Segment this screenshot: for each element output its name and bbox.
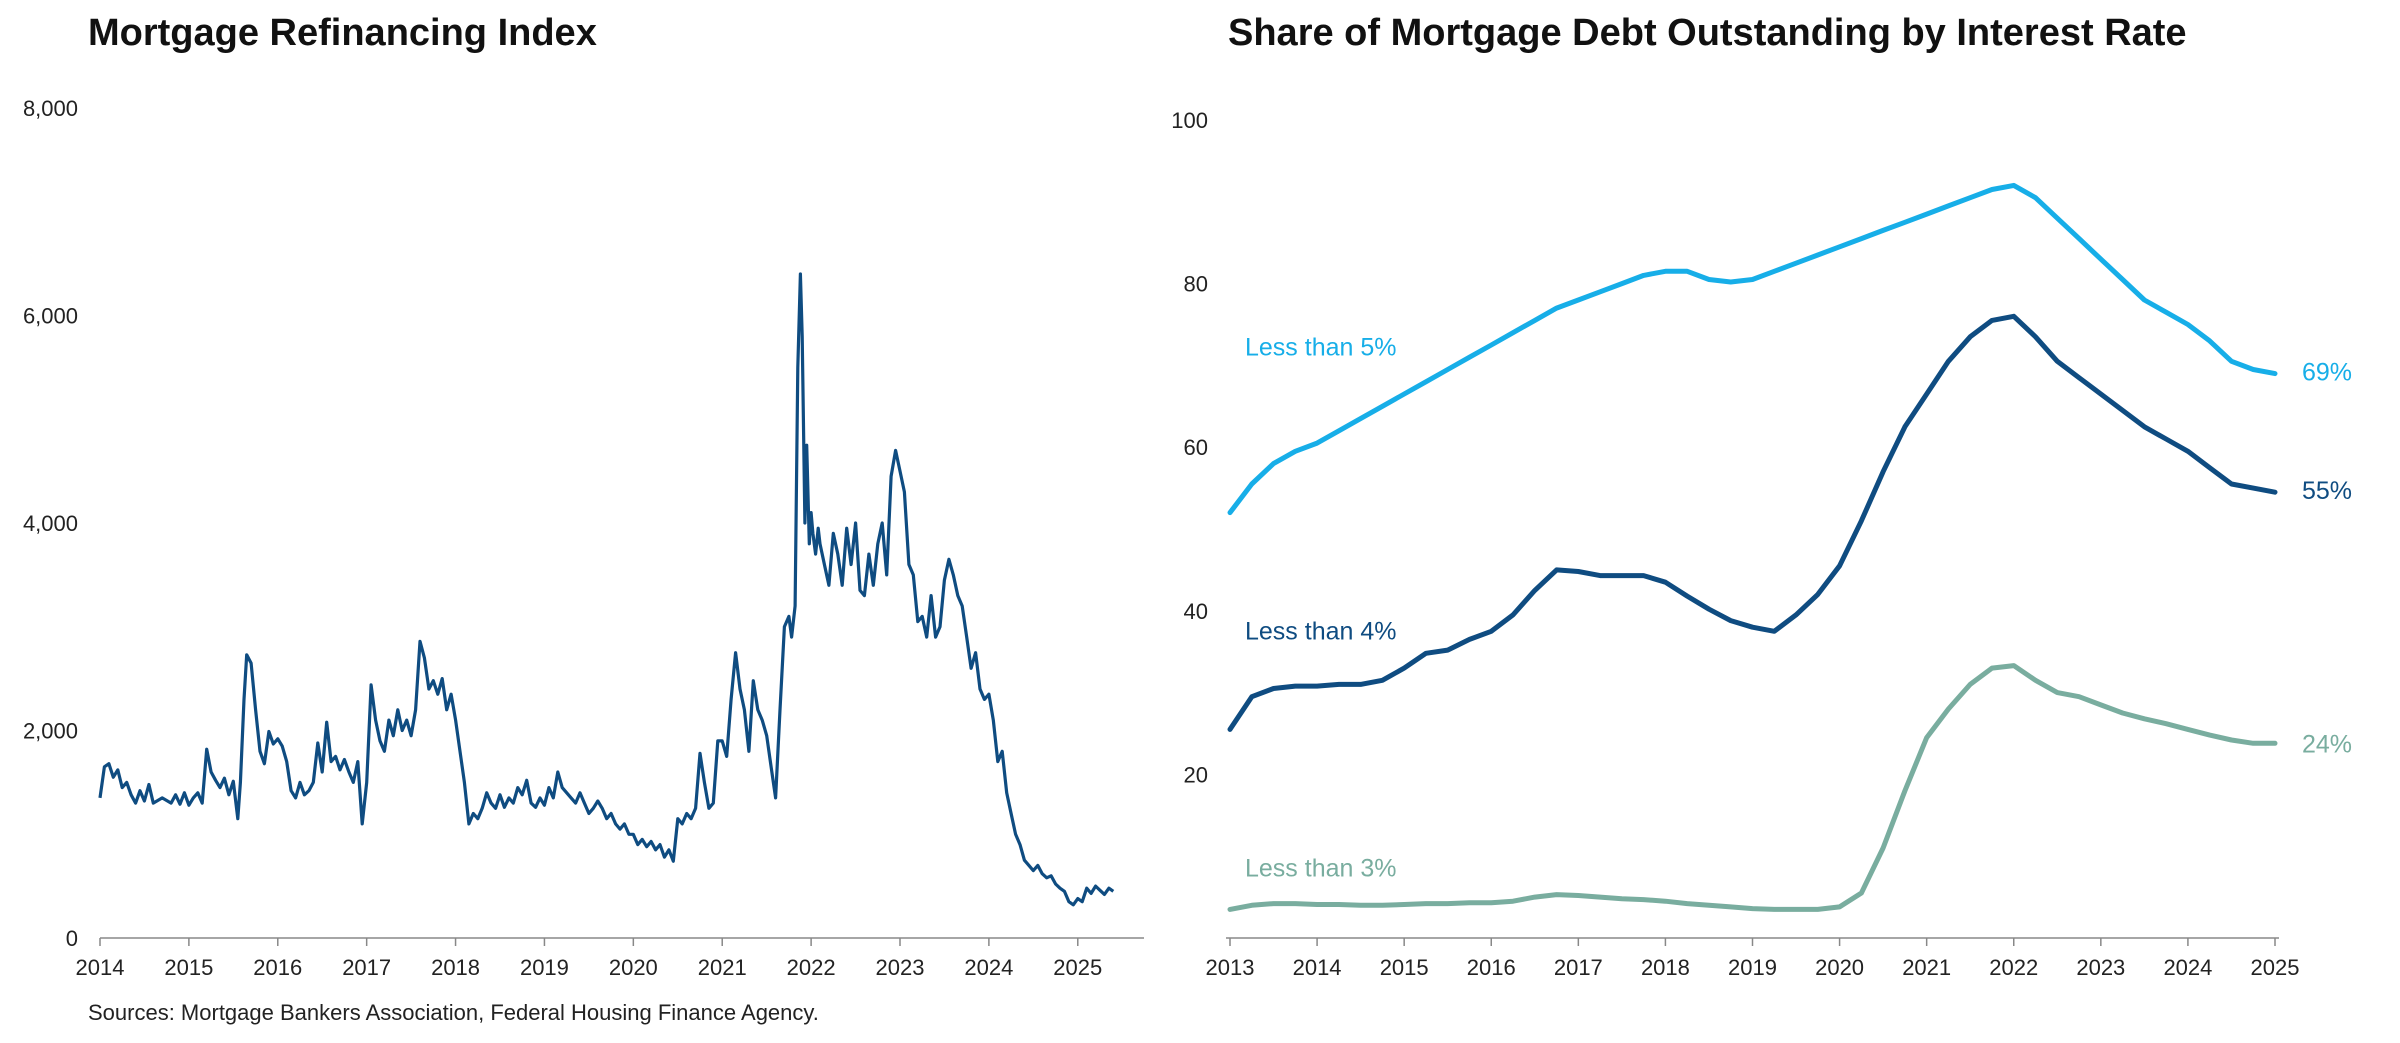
series-end-label-less-than-5: 69% bbox=[2302, 359, 2352, 387]
left-y-tick-label: 6,000 bbox=[23, 304, 78, 329]
right-y-tick-label: 60 bbox=[1184, 435, 1208, 460]
left-x-tick-label: 2015 bbox=[164, 955, 213, 980]
left-x-tick-label: 2022 bbox=[787, 955, 836, 980]
series-line-less-than-5 bbox=[1227, 182, 2278, 516]
left-x-tick-label: 2021 bbox=[698, 955, 747, 980]
left-y-tick-label: 8,000 bbox=[23, 96, 78, 121]
left-y-tick-label: 0 bbox=[66, 926, 78, 951]
left-y-tick-label: 4,000 bbox=[23, 511, 78, 536]
left-x-tick-label: 2025 bbox=[1053, 955, 1102, 980]
left-x-tick-label: 2023 bbox=[876, 955, 925, 980]
series-line-less-than-3 bbox=[1227, 663, 2278, 912]
right-x-tick-label: 2018 bbox=[1641, 955, 1690, 980]
left-chart-title: Mortgage Refinancing Index bbox=[88, 12, 597, 54]
left-x-tick-label: 2014 bbox=[76, 955, 125, 980]
right-chart-title: Share of Mortgage Debt Outstanding by In… bbox=[1228, 12, 2187, 54]
right-x-tick-label: 2016 bbox=[1467, 955, 1516, 980]
left-x-tick-label: 2020 bbox=[609, 955, 658, 980]
right-y-tick-label: 40 bbox=[1184, 599, 1208, 624]
left-x-tick-label: 2018 bbox=[431, 955, 480, 980]
refinance-index-line bbox=[98, 272, 1115, 907]
mortgage-debt-share-chart: 20 40 60 80 100 2013 2014 2015 2016 2017 2018 2019 2… bbox=[1171, 108, 2352, 980]
series-label-less-than-5: Less than 5% bbox=[1245, 333, 1397, 361]
series-end-label-less-than-3: 24% bbox=[2302, 730, 2352, 758]
right-y-tick-label: 80 bbox=[1184, 272, 1208, 297]
refinancing-index-chart: 0 2,000 4,000 6,000 8,000 2014 2015 2016 2017 201… bbox=[23, 96, 1144, 980]
series-line-less-than-4 bbox=[1227, 313, 2278, 732]
right-x-tick-label: 2013 bbox=[1206, 955, 1255, 980]
right-x-tick-label: 2024 bbox=[2163, 955, 2212, 980]
right-x-tick-label: 2014 bbox=[1293, 955, 1342, 980]
source-note: Sources: Mortgage Bankers Association, F… bbox=[88, 1000, 819, 1025]
right-x-tick-label: 2015 bbox=[1380, 955, 1429, 980]
left-x-tick-label: 2019 bbox=[520, 955, 569, 980]
left-x-tick-label: 2016 bbox=[253, 955, 302, 980]
right-x-tick-label: 2020 bbox=[1815, 955, 1864, 980]
right-x-tick-label: 2022 bbox=[1989, 955, 2038, 980]
series-end-label-less-than-4: 55% bbox=[2302, 477, 2352, 505]
left-y-tick-label: 2,000 bbox=[23, 719, 78, 744]
right-y-tick-label: 100 bbox=[1171, 108, 1208, 133]
left-x-tick-label: 2024 bbox=[964, 955, 1013, 980]
right-x-tick-label: 2021 bbox=[1902, 955, 1951, 980]
series-label-less-than-3: Less than 3% bbox=[1245, 854, 1397, 882]
series-label-less-than-4: Less than 4% bbox=[1245, 617, 1397, 645]
right-x-tick-label: 2019 bbox=[1728, 955, 1777, 980]
right-x-tick-label: 2017 bbox=[1554, 955, 1603, 980]
left-x-tick-label: 2017 bbox=[342, 955, 391, 980]
right-x-tick-label: 2025 bbox=[2251, 955, 2300, 980]
right-y-tick-label: 20 bbox=[1184, 762, 1208, 787]
right-x-tick-label: 2023 bbox=[2076, 955, 2125, 980]
